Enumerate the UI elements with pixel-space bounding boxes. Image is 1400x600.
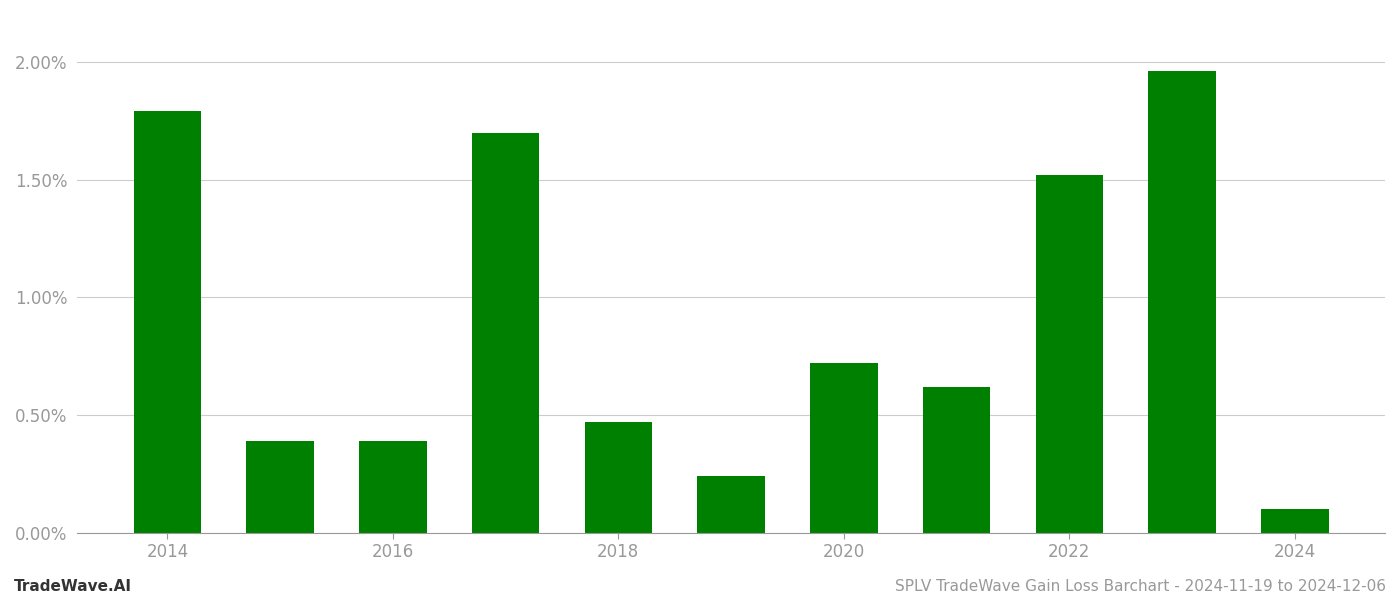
Bar [811, 363, 878, 533]
Bar [1261, 509, 1329, 533]
Bar [1036, 175, 1103, 533]
Text: SPLV TradeWave Gain Loss Barchart - 2024-11-19 to 2024-12-06: SPLV TradeWave Gain Loss Barchart - 2024… [895, 579, 1386, 594]
Bar [923, 387, 990, 533]
Bar [472, 133, 539, 533]
Text: TradeWave.AI: TradeWave.AI [14, 579, 132, 594]
Bar [697, 476, 764, 533]
Bar [585, 422, 652, 533]
Bar [1148, 71, 1215, 533]
Bar [246, 441, 314, 533]
Bar [133, 112, 202, 533]
Bar [358, 441, 427, 533]
